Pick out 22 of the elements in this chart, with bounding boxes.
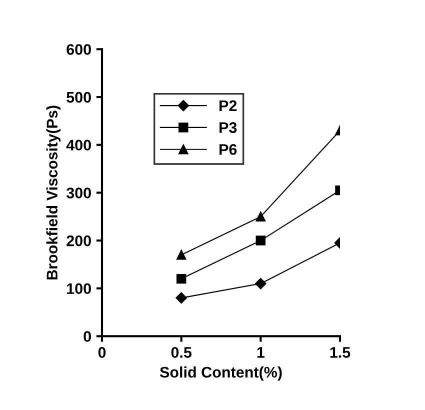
y-tick-label: 500 — [66, 92, 91, 103]
y-tick-label: 300 — [66, 188, 91, 198]
y-axis-title: Brookfield Viscosity(Ps) — [46, 106, 61, 280]
x-axis-title: Solid Content(%) — [160, 366, 282, 381]
point — [176, 274, 186, 284]
y-tick-label: 0 — [84, 331, 91, 342]
point — [256, 236, 266, 246]
x-tick-label: 0.5 — [171, 347, 192, 358]
point — [255, 278, 266, 290]
x-tick-label: 1.5 — [330, 347, 350, 358]
y-tick-label: 200 — [66, 235, 91, 246]
legend-label: P3 — [220, 122, 237, 134]
legend-label: P2 — [220, 100, 237, 111]
y-tick-label: 100 — [67, 283, 91, 294]
point — [256, 212, 266, 222]
x-tick-label: 0 — [98, 347, 106, 358]
y-tick-label: 600 — [66, 44, 91, 55]
point — [176, 250, 186, 260]
point — [176, 292, 187, 304]
x-tick-label: 1 — [257, 347, 264, 358]
y-tick-label: 400 — [66, 140, 91, 151]
legend-label: P6 — [220, 144, 237, 155]
